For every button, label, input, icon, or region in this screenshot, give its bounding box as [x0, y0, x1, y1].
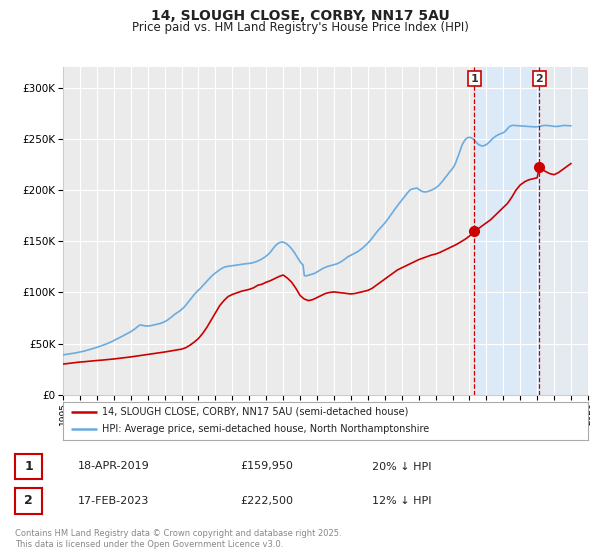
Text: £222,500: £222,500 [240, 496, 293, 506]
Text: 1: 1 [24, 460, 33, 473]
Text: Contains HM Land Registry data © Crown copyright and database right 2025.
This d: Contains HM Land Registry data © Crown c… [15, 529, 341, 549]
Text: 12% ↓ HPI: 12% ↓ HPI [372, 496, 431, 506]
Text: 2: 2 [535, 74, 543, 83]
Text: Price paid vs. HM Land Registry's House Price Index (HPI): Price paid vs. HM Land Registry's House … [131, 21, 469, 34]
Text: 2: 2 [24, 494, 33, 507]
Bar [539, 67, 588, 395]
Text: 20% ↓ HPI: 20% ↓ HPI [372, 461, 431, 472]
Text: 1: 1 [470, 74, 478, 83]
Text: 14, SLOUGH CLOSE, CORBY, NN17 5AU (semi-detached house): 14, SLOUGH CLOSE, CORBY, NN17 5AU (semi-… [103, 407, 409, 417]
Bar [475, 67, 539, 395]
Text: 18-APR-2019: 18-APR-2019 [78, 461, 150, 472]
Text: 17-FEB-2023: 17-FEB-2023 [78, 496, 149, 506]
Text: HPI: Average price, semi-detached house, North Northamptonshire: HPI: Average price, semi-detached house,… [103, 424, 430, 435]
Text: £159,950: £159,950 [240, 461, 293, 472]
Text: 14, SLOUGH CLOSE, CORBY, NN17 5AU: 14, SLOUGH CLOSE, CORBY, NN17 5AU [151, 9, 449, 23]
